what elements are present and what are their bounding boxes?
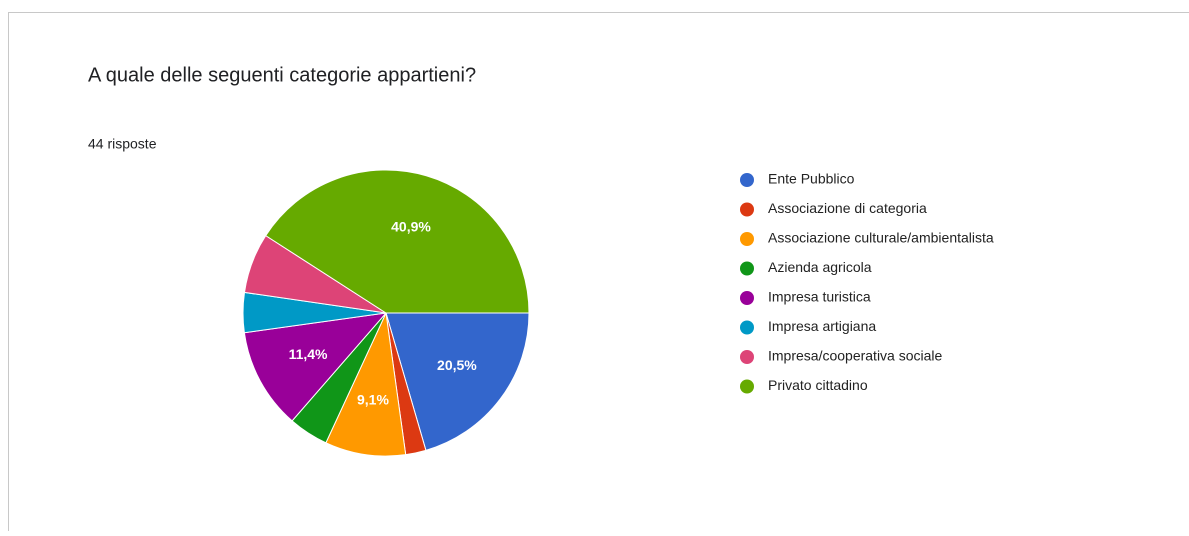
response-count: 44 risposte — [88, 136, 157, 152]
legend-label: Associazione culturale/ambientalista — [768, 230, 994, 246]
legend-label: Azienda agricola — [768, 259, 872, 275]
legend-label: Privato cittadino — [768, 377, 868, 393]
legend-swatch — [740, 203, 754, 217]
slice-label: 40,9% — [391, 219, 431, 235]
legend-label: Ente Pubblico — [768, 171, 855, 187]
legend-label: Impresa turistica — [768, 289, 871, 305]
legend-swatch — [740, 291, 754, 305]
legend-swatch — [740, 350, 754, 364]
legend-swatch — [740, 173, 754, 187]
legend-label: Impresa artigiana — [768, 318, 876, 334]
slice-label: 20,5% — [437, 357, 477, 373]
legend-swatch — [740, 262, 754, 276]
chart-title: A quale delle seguenti categorie apparti… — [88, 64, 476, 86]
legend-label: Associazione di categoria — [768, 200, 927, 216]
slice-label: 11,4% — [289, 346, 328, 362]
legend-swatch — [740, 232, 754, 246]
slice-label: 9,1% — [357, 391, 389, 407]
legend-swatch — [740, 321, 754, 335]
legend-label: Impresa/cooperativa sociale — [768, 348, 943, 364]
card — [9, 13, 1189, 532]
legend-swatch — [740, 380, 754, 394]
